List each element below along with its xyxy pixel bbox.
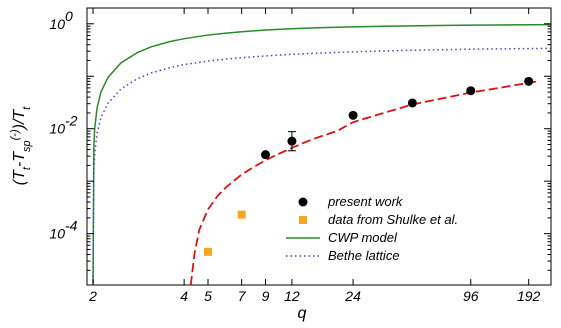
y-tick-label: 10 — [49, 121, 65, 137]
plot-frame — [86, 7, 552, 286]
data-point — [524, 76, 534, 86]
x-axis-label: q — [298, 305, 307, 322]
data-point — [348, 110, 358, 120]
y-tick-base: 10 — [49, 121, 65, 137]
x-tick-label: 2 — [88, 288, 97, 304]
y-axis-label: (Tt-Tsp(-))/Tt — [9, 106, 33, 185]
series-lines — [92, 23, 551, 285]
y-tick-exponent: -4 — [65, 218, 78, 234]
x-tick-label: 24 — [344, 288, 361, 304]
y-tick-exponent: 0 — [65, 8, 73, 24]
legend-marker-circle — [298, 197, 308, 207]
x-tick-label: 9 — [262, 288, 270, 304]
y-tick-exponent: -2 — [65, 113, 78, 129]
x-tick-label: 192 — [517, 288, 541, 304]
x-tick-label: 96 — [463, 288, 479, 304]
legend-label: Bethe lattice — [328, 248, 400, 263]
data-point-square — [204, 247, 213, 256]
data-point — [287, 136, 297, 146]
series-line-3 — [92, 47, 551, 285]
data-point-square — [237, 210, 246, 219]
x-tick-label: 12 — [284, 288, 300, 304]
x-tick-label: 7 — [238, 288, 247, 304]
y-tick-label: 10 — [49, 16, 65, 32]
legend-label: data from Shulke et al. — [328, 212, 458, 227]
series-markers — [204, 76, 534, 256]
x-axis-ticks: 2 4 5 7 9 12 24 96 192 — [88, 8, 541, 304]
data-point — [466, 86, 476, 96]
legend-marker-square — [299, 216, 307, 224]
x-tick-label: 4 — [180, 288, 188, 304]
series-line-2 — [92, 23, 551, 285]
legend-label: present work — [327, 194, 404, 209]
series-line-4 — [189, 80, 541, 285]
y-tick-base: 10 — [49, 16, 65, 32]
x-tick-label: 5 — [204, 288, 212, 304]
legend-label: CWP model — [328, 230, 398, 245]
y-tick-label: 10 — [49, 226, 65, 242]
data-point — [407, 98, 417, 108]
legend: present work data from Shulke et al. CWP m… — [286, 194, 458, 263]
y-tick-base: 10 — [49, 226, 65, 242]
data-point — [260, 150, 270, 160]
